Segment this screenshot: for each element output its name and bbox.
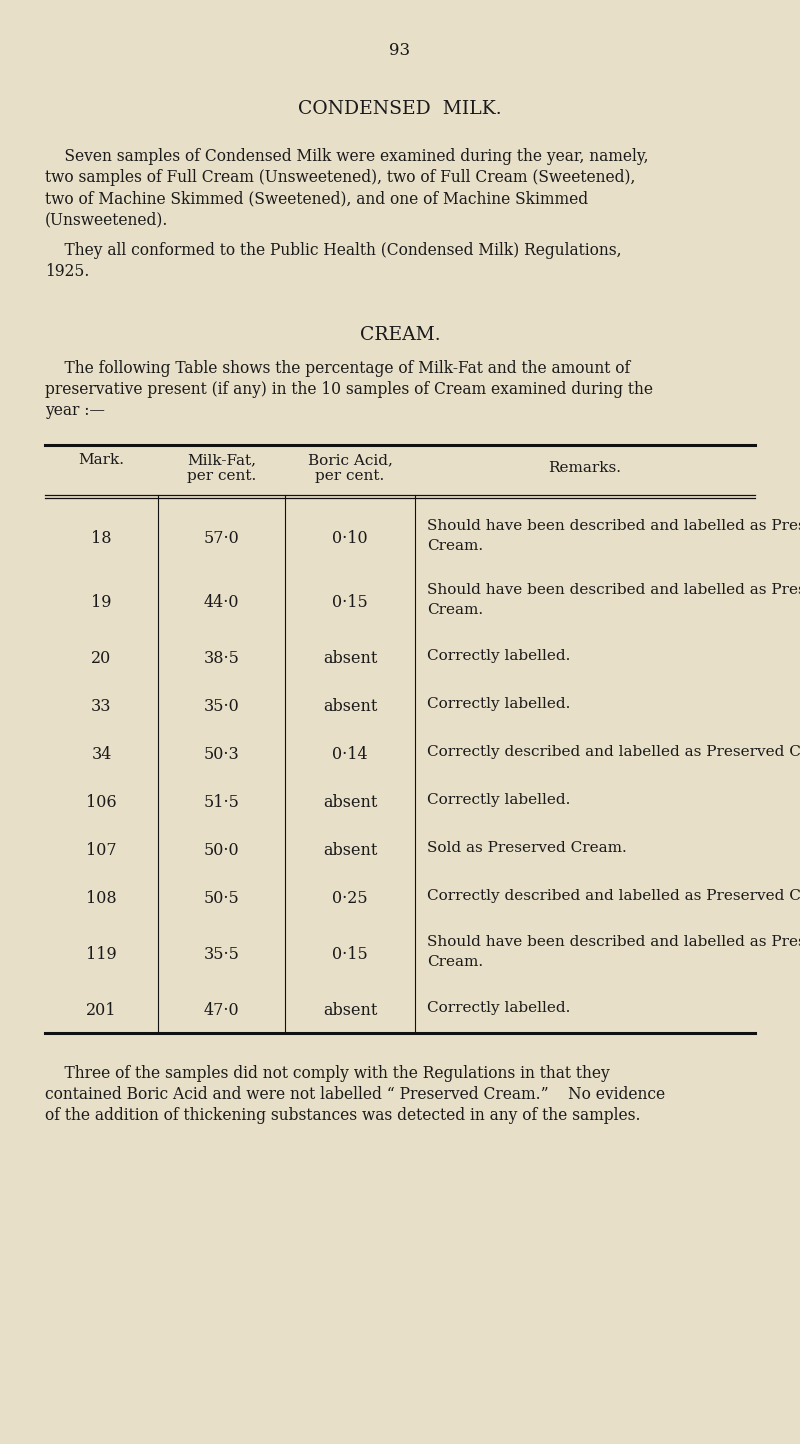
Text: Correctly labelled.: Correctly labelled.	[427, 697, 570, 710]
Text: Three of the samples did not comply with the Regulations in that they: Three of the samples did not comply with…	[45, 1066, 610, 1082]
Text: contained Boric Acid and were not labelled “ Preserved Cream.”    No evidence: contained Boric Acid and were not labell…	[45, 1086, 665, 1103]
Text: 93: 93	[390, 42, 410, 59]
Text: CONDENSED  MILK.: CONDENSED MILK.	[298, 100, 502, 118]
Text: 35·0: 35·0	[204, 697, 239, 715]
Text: 201: 201	[86, 1002, 117, 1019]
Text: Boric Acid,: Boric Acid,	[307, 453, 393, 466]
Text: 0·25: 0·25	[332, 890, 368, 907]
Text: Mark.: Mark.	[78, 453, 125, 466]
Text: (Unsweetened).: (Unsweetened).	[45, 211, 168, 228]
Text: 57·0: 57·0	[204, 530, 239, 547]
Text: CREAM.: CREAM.	[360, 326, 440, 344]
Text: 34: 34	[91, 747, 112, 762]
Text: per cent.: per cent.	[315, 469, 385, 482]
Text: The following Table shows the percentage of Milk-Fat and the amount of: The following Table shows the percentage…	[45, 360, 630, 377]
Text: absent: absent	[323, 842, 377, 859]
Text: absent: absent	[323, 697, 377, 715]
Text: year :—: year :—	[45, 401, 105, 419]
Text: absent: absent	[323, 650, 377, 667]
Text: Should have been described and labelled as Preserved: Should have been described and labelled …	[427, 518, 800, 533]
Text: Sold as Preserved Cream.: Sold as Preserved Cream.	[427, 840, 626, 855]
Text: 38·5: 38·5	[203, 650, 239, 667]
Text: 0·10: 0·10	[332, 530, 368, 547]
Text: Should have been described and labelled as Preserved: Should have been described and labelled …	[427, 583, 800, 596]
Text: 44·0: 44·0	[204, 593, 239, 611]
Text: 18: 18	[91, 530, 112, 547]
Text: 106: 106	[86, 794, 117, 812]
Text: 50·3: 50·3	[204, 747, 239, 762]
Text: Cream.: Cream.	[427, 539, 483, 553]
Text: 1925.: 1925.	[45, 263, 90, 280]
Text: Correctly described and labelled as Preserved Cream.: Correctly described and labelled as Pres…	[427, 745, 800, 760]
Text: Correctly labelled.: Correctly labelled.	[427, 793, 570, 807]
Text: Milk-Fat,: Milk-Fat,	[187, 453, 256, 466]
Text: 107: 107	[86, 842, 117, 859]
Text: Seven samples of Condensed Milk were examined during the year, namely,: Seven samples of Condensed Milk were exa…	[45, 147, 649, 165]
Text: 51·5: 51·5	[203, 794, 239, 812]
Text: Correctly labelled.: Correctly labelled.	[427, 1001, 570, 1015]
Text: Cream.: Cream.	[427, 604, 483, 617]
Text: of the addition of thickening substances was detected in any of the samples.: of the addition of thickening substances…	[45, 1108, 641, 1123]
Text: Should have been described and labelled as Preserved: Should have been described and labelled …	[427, 936, 800, 949]
Text: 33: 33	[91, 697, 112, 715]
Text: two samples of Full Cream (Unsweetened), two of Full Cream (Sweetened),: two samples of Full Cream (Unsweetened),…	[45, 169, 635, 186]
Text: absent: absent	[323, 794, 377, 812]
Text: 0·15: 0·15	[332, 593, 368, 611]
Text: Cream.: Cream.	[427, 954, 483, 969]
Text: 0·14: 0·14	[332, 747, 368, 762]
Text: per cent.: per cent.	[187, 469, 256, 482]
Text: 119: 119	[86, 946, 117, 963]
Text: 20: 20	[91, 650, 112, 667]
Text: two of Machine Skimmed (Sweetened), and one of Machine Skimmed: two of Machine Skimmed (Sweetened), and …	[45, 191, 588, 206]
Text: 108: 108	[86, 890, 117, 907]
Text: Correctly labelled.: Correctly labelled.	[427, 648, 570, 663]
Text: 19: 19	[91, 593, 112, 611]
Text: Remarks.: Remarks.	[549, 461, 622, 475]
Text: Correctly described and labelled as Preserved Cream.: Correctly described and labelled as Pres…	[427, 890, 800, 902]
Text: preservative present (if any) in the 10 samples of Cream examined during the: preservative present (if any) in the 10 …	[45, 381, 653, 399]
Text: absent: absent	[323, 1002, 377, 1019]
Text: 0·15: 0·15	[332, 946, 368, 963]
Text: 50·0: 50·0	[204, 842, 239, 859]
Text: 47·0: 47·0	[204, 1002, 239, 1019]
Text: They all conformed to the Public Health (Condensed Milk) Regulations,: They all conformed to the Public Health …	[45, 243, 622, 258]
Text: 35·5: 35·5	[203, 946, 239, 963]
Text: 50·5: 50·5	[204, 890, 239, 907]
